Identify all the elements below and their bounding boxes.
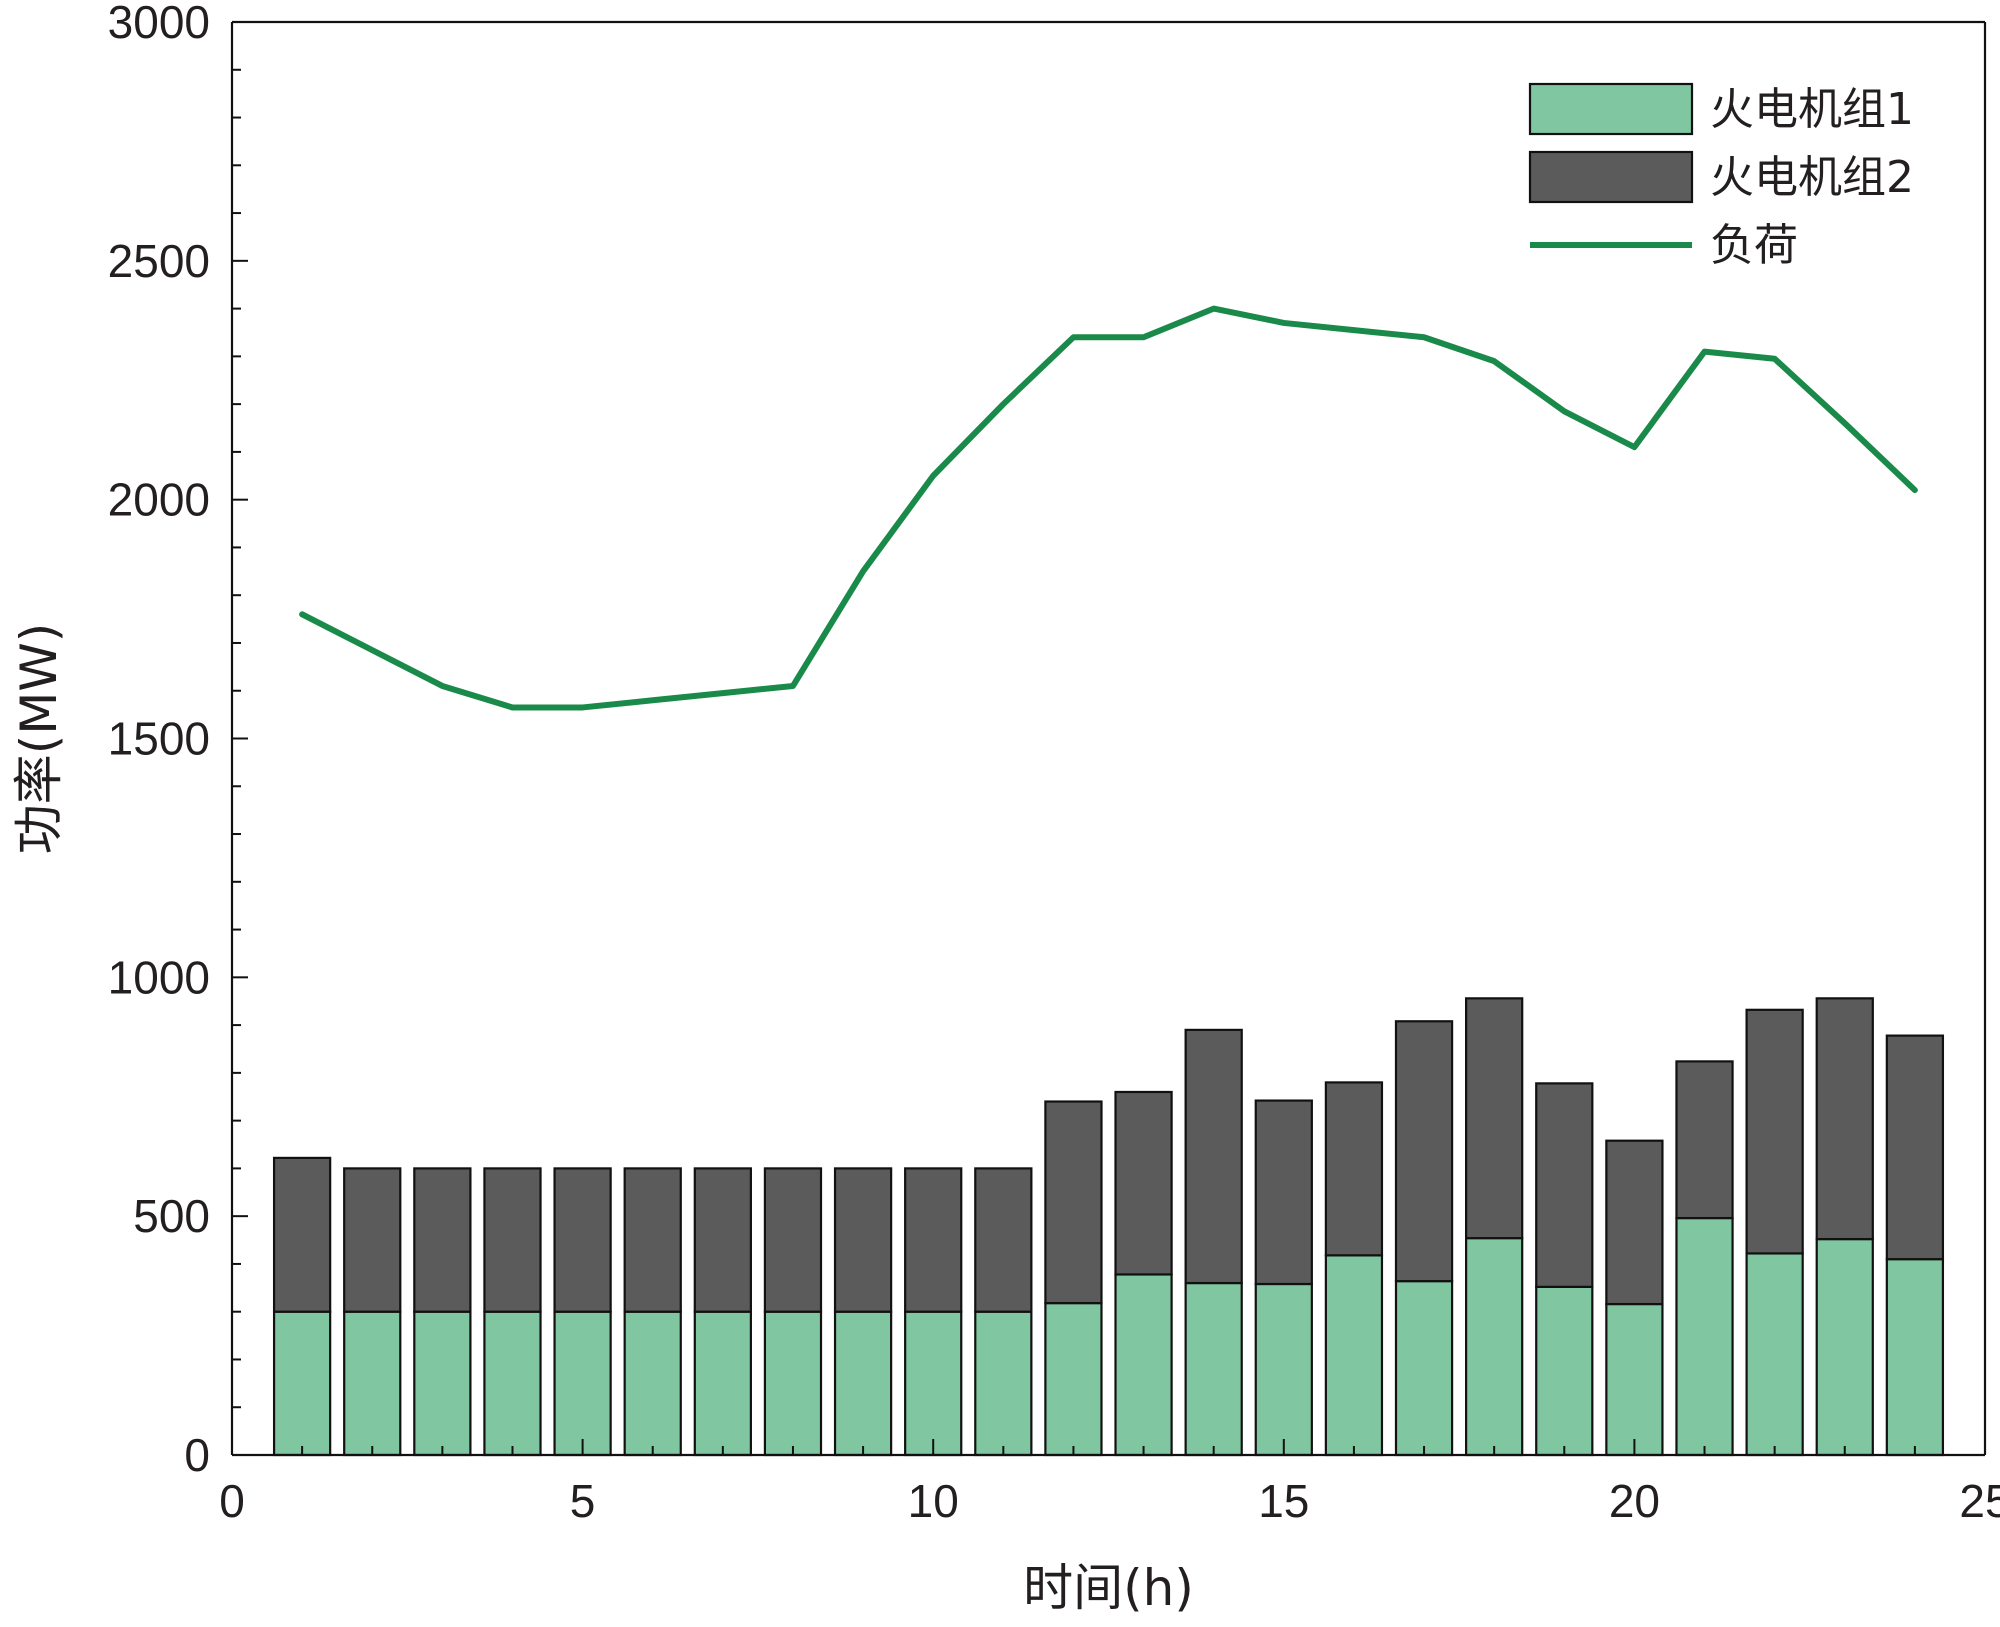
bar-series2-h21 (1675, 1060, 1734, 1220)
x-tick-label: 25 (1959, 1475, 2000, 1527)
bar-series1-h1 (272, 1310, 332, 1457)
line-layer (299, 305, 1918, 711)
bar-series2-h22 (1745, 1008, 1804, 1255)
legend: 火电机组1 火电机组2 负荷 (1528, 82, 1914, 271)
x-tick-label: 10 (908, 1475, 959, 1527)
bar-series2-h20 (1605, 1139, 1664, 1306)
bar-series1-h24 (1885, 1258, 1945, 1457)
legend-label: 火电机组1 (1710, 84, 1914, 135)
bar-series1-h2 (343, 1310, 402, 1457)
bar-series2-h17 (1394, 1020, 1454, 1283)
bar-series1-h18 (1465, 1237, 1524, 1457)
x-tick-label: 0 (219, 1475, 245, 1527)
bar-series1-h16 (1324, 1254, 1384, 1457)
bar-series2-h7 (693, 1167, 752, 1313)
bar-series1-h9 (833, 1310, 893, 1457)
x-axis-title: 时间(h) (1023, 1559, 1194, 1617)
bar-series1-h22 (1745, 1252, 1804, 1457)
x-tick-label: 15 (1258, 1475, 1309, 1527)
bar-series1-h10 (904, 1310, 963, 1457)
bar-series1-h20 (1605, 1302, 1664, 1457)
bar-series2-h5 (553, 1167, 612, 1313)
bar-series2-h15 (1254, 1099, 1313, 1286)
bar-series2-h9 (833, 1167, 893, 1313)
bar-series2-h19 (1535, 1082, 1594, 1288)
bar-series1-h21 (1675, 1216, 1734, 1457)
bar-series2-h3 (413, 1167, 472, 1313)
bar-series2-h23 (1815, 997, 1874, 1241)
bar-series2-h18 (1465, 997, 1524, 1240)
bar-series1-h19 (1535, 1285, 1594, 1457)
y-tick-label: 2000 (108, 474, 210, 526)
y-axis-title: 功率(MW) (10, 623, 68, 855)
legend-label: 负荷 (1710, 220, 1798, 271)
bar-series1-h8 (763, 1310, 823, 1457)
bar-series2-h14 (1184, 1028, 1243, 1285)
bar-series2-h16 (1324, 1081, 1384, 1257)
bar-series1-h5 (553, 1310, 612, 1457)
legend-swatch-series2 (1528, 150, 1694, 204)
y-tick-label: 1000 (108, 951, 210, 1003)
bar-series2-h2 (343, 1167, 402, 1313)
bar-series1-h7 (693, 1310, 752, 1457)
bar-series1-h15 (1254, 1282, 1313, 1457)
bar-series1-h4 (483, 1310, 542, 1457)
bar-series1-h12 (1044, 1302, 1103, 1457)
bar-series1-h6 (623, 1310, 682, 1457)
y-tick-label: 1500 (108, 713, 210, 765)
bar-series1-h14 (1184, 1281, 1243, 1457)
bar-series1-h17 (1394, 1280, 1454, 1457)
y-tick-label: 2500 (108, 235, 210, 287)
bar-series1-h13 (1114, 1273, 1173, 1457)
bar-series2-h6 (623, 1167, 682, 1313)
tick-layer: 0 500 1000 1500 2000 2500 3000 0 5 10 15 20 25 (108, 0, 2000, 1527)
bar-layer (272, 997, 1945, 1457)
bar-series1-h11 (974, 1310, 1033, 1457)
legend-label: 火电机组2 (1710, 152, 1914, 203)
x-tick-label: 20 (1609, 1475, 1660, 1527)
y-tick-label: 3000 (108, 0, 210, 48)
legend-swatch-series1 (1528, 82, 1694, 136)
x-tick-label: 5 (570, 1475, 596, 1527)
bar-series2-h10 (904, 1167, 963, 1313)
load-line (299, 305, 1918, 711)
bar-series2-h12 (1044, 1100, 1103, 1305)
bar-series2-h1 (272, 1156, 332, 1313)
bar-series2-h8 (763, 1167, 823, 1313)
bar-series2-h13 (1114, 1090, 1173, 1276)
y-tick-label: 500 (133, 1190, 210, 1242)
bar-series2-h24 (1885, 1034, 1945, 1261)
y-tick-label: 0 (184, 1429, 210, 1481)
bar-series2-h4 (483, 1167, 542, 1313)
bar-series2-h11 (974, 1167, 1033, 1313)
bar-series1-h3 (413, 1310, 472, 1457)
bar-series1-h23 (1815, 1237, 1874, 1457)
